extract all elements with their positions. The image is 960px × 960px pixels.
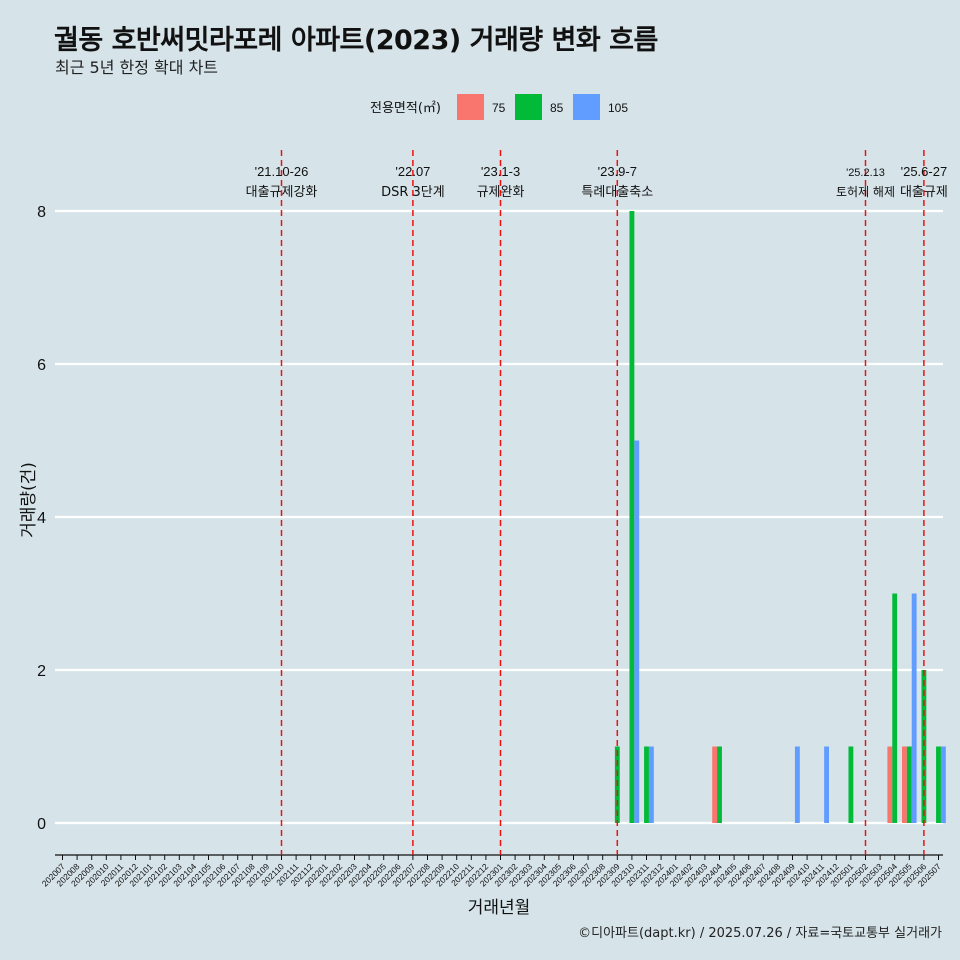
bar-105-202507 bbox=[940, 746, 946, 823]
legend-swatch-105 bbox=[573, 94, 600, 120]
event-label: 대출규제 bbox=[900, 185, 948, 200]
chart-subtitle: 최근 5년 한정 확대 차트 bbox=[55, 58, 219, 77]
legend-swatch-85 bbox=[515, 94, 542, 120]
legend-label: 75 bbox=[492, 101, 506, 115]
bar-85-202504 bbox=[892, 593, 898, 823]
y-axis-title: 거래량(건) bbox=[19, 462, 39, 538]
event-date: '23.9-7 bbox=[598, 164, 637, 179]
bar-105-202310 bbox=[634, 440, 640, 823]
bar-85-202507 bbox=[936, 746, 941, 823]
event-date: '22.07 bbox=[395, 164, 430, 179]
bar-105-202505 bbox=[911, 593, 917, 823]
event-date: '23.1-3 bbox=[481, 164, 520, 179]
event-label: DSR 3단계 bbox=[381, 185, 445, 200]
chart-title: 궐동 호반써밋라포레 아파트(2023) 거래량 변화 흐름 bbox=[54, 25, 658, 56]
legend-swatch-75 bbox=[457, 94, 484, 120]
event-label: 토허제 해제 bbox=[836, 185, 895, 199]
legend-label: 105 bbox=[608, 101, 628, 115]
bar-85-202310 bbox=[629, 211, 635, 823]
bar-75-202505 bbox=[902, 746, 907, 823]
x-axis-title: 거래년월 bbox=[468, 898, 531, 918]
y-tick-label: 0 bbox=[37, 816, 46, 833]
event-date: '21.10-26 bbox=[255, 164, 309, 179]
source-caption: ©디아파트(dapt.kr) / 2025.07.26 / 자료=국토교통부 실… bbox=[578, 926, 942, 941]
bar-85-202505 bbox=[906, 746, 912, 823]
legend-title: 전용면적(㎡) bbox=[370, 101, 441, 116]
bar-75-202404 bbox=[712, 746, 718, 823]
bar-105-202409 bbox=[794, 746, 800, 823]
event-date: '25.6-27 bbox=[901, 164, 948, 179]
bar-85-202311 bbox=[644, 746, 649, 823]
event-label: 대출규제강화 bbox=[246, 185, 318, 200]
event-date: '25.2.13 bbox=[846, 167, 885, 179]
bar-105-202311 bbox=[648, 746, 654, 823]
bar-105-202411 bbox=[824, 746, 829, 823]
y-tick-label: 6 bbox=[37, 357, 46, 374]
bar-75-202504 bbox=[887, 746, 893, 823]
y-tick-label: 8 bbox=[37, 204, 46, 221]
y-tick-label: 4 bbox=[37, 510, 46, 527]
y-tick-label: 2 bbox=[37, 663, 46, 680]
bar-85-202404 bbox=[717, 746, 722, 823]
bar-85-202501 bbox=[848, 746, 854, 823]
legend-label: 85 bbox=[550, 101, 564, 115]
event-label: 특례대출축소 bbox=[581, 185, 653, 200]
bar-85-202506 bbox=[921, 670, 927, 823]
event-label: 규제완화 bbox=[477, 185, 525, 200]
